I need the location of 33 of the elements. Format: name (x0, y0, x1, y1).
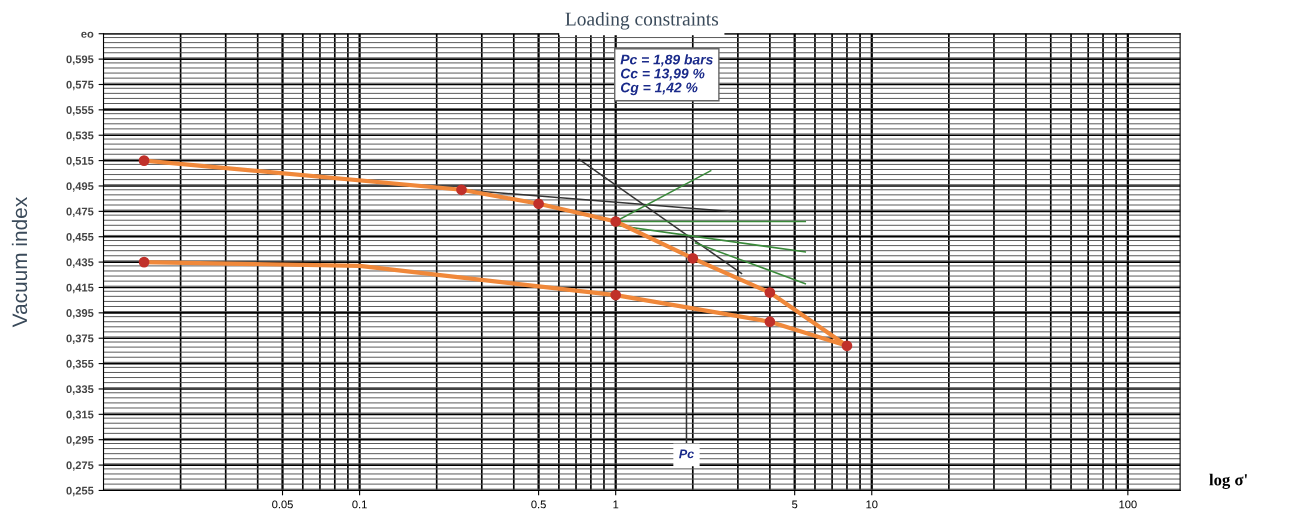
chart-title: Loading constraints (565, 11, 719, 30)
x-tick-label: 0.5 (531, 500, 546, 509)
x-tick-label: 10 (866, 500, 878, 509)
x-tick-label: 0.1 (352, 500, 367, 509)
y-axis-title: Vacuum index (11, 197, 28, 328)
x-tick-label: 100 (1119, 500, 1137, 509)
annotation: Cg = 1,42 % (620, 82, 698, 96)
y-tick-label: 0,395 (66, 309, 94, 319)
annotation: Pc = 1,89 bars (620, 54, 713, 67)
y-tick-label: 0,555 (66, 106, 94, 116)
x-tick-label: 0.05 (272, 500, 293, 509)
x-axis-title: log σ' (1209, 473, 1247, 489)
y-tick-label: 0,435 (66, 258, 94, 268)
y-tick-label: 0,535 (66, 131, 94, 141)
y-tick-label: eo (81, 31, 94, 38)
y-tick-label: 0,415 (66, 283, 94, 294)
y-tick-label: 0,275 (66, 461, 94, 471)
y-tick-label: 0,295 (66, 435, 94, 446)
y-tick-label: 0,495 (66, 182, 94, 192)
annotation: Pc (679, 449, 694, 459)
y-tick-label: 0,375 (66, 334, 94, 344)
y-tick-label: 0,315 (66, 410, 94, 421)
y-tick-label: 0,575 (66, 80, 94, 91)
x-tick-label: 1 (613, 500, 619, 509)
y-tick-label: 0,255 (66, 486, 94, 497)
x-tick-label: 5 (792, 500, 798, 509)
y-tick-label: 0,515 (66, 156, 94, 167)
annotation: Cc = 13,99 % (620, 68, 705, 81)
y-tick-label: 0,355 (66, 359, 94, 370)
y-tick-label: 0,335 (66, 385, 94, 395)
y-tick-label: 0,595 (66, 55, 94, 65)
y-tick-label: 0,475 (66, 207, 94, 218)
y-tick-label: 0,455 (66, 232, 94, 243)
